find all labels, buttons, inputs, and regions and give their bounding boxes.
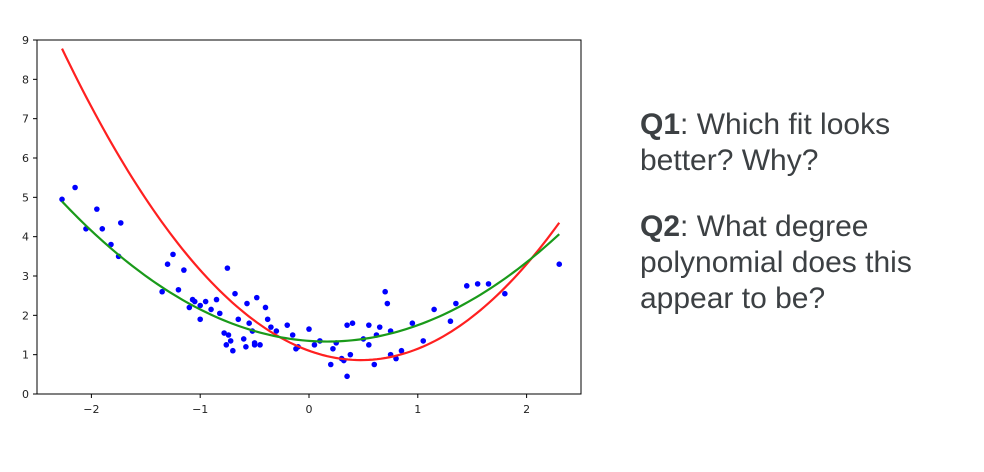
data-point [175, 286, 182, 293]
data-point [347, 351, 354, 358]
question-1-text: : Which fit looks better? Why? [640, 108, 891, 177]
data-point [447, 318, 454, 325]
y-tick-label: 7 [22, 113, 29, 126]
data-point [224, 265, 231, 271]
data-point [311, 342, 318, 348]
data-point [230, 347, 236, 354]
y-tick-label: 8 [22, 73, 29, 86]
x-tick-label: 1 [414, 403, 421, 416]
fit-curve-1 [61, 48, 561, 362]
data-point [556, 261, 563, 268]
y-tick-label: 1 [22, 349, 29, 362]
data-point [213, 296, 220, 303]
data-point [202, 298, 209, 305]
data-point [344, 322, 350, 328]
fit-curve-2 [61, 200, 560, 343]
question-2-id: Q2 [640, 210, 681, 243]
data-point [289, 332, 296, 338]
data-point [420, 338, 427, 344]
y-tick-label: 2 [22, 309, 29, 322]
data-point [251, 342, 258, 348]
questions-panel: Q1: Which fit looks better? Why? Q2: Wha… [640, 107, 980, 347]
data-point [257, 342, 263, 348]
question-2-text: : What degree polynomial does this appea… [640, 210, 912, 315]
data-point [186, 304, 193, 311]
data-point [284, 322, 291, 328]
data-point [181, 267, 187, 273]
data-point [485, 281, 492, 287]
scatter-plot-with-polynomial-fits: −2 −1 0 1 2 0 1 2 3 4 5 6 7 8 9 [22, 34, 582, 416]
data-point [366, 322, 372, 328]
data-point [208, 306, 214, 313]
question-2: Q2: What degree polynomial does this app… [640, 209, 980, 317]
data-point [502, 290, 508, 297]
data-point [99, 226, 106, 232]
data-point [327, 361, 334, 368]
y-tick-label: 4 [22, 231, 29, 244]
data-point [306, 326, 312, 332]
x-tick-label: −2 [83, 403, 99, 416]
data-point [240, 336, 247, 342]
data-point [264, 316, 271, 323]
data-point [344, 373, 350, 380]
data-point [197, 302, 203, 309]
data-point [409, 320, 416, 327]
data-point [164, 261, 171, 268]
data-point [453, 300, 459, 307]
question-1: Q1: Which fit looks better? Why? [640, 107, 980, 179]
data-point [117, 220, 124, 226]
data-point [223, 342, 230, 348]
data-point [382, 288, 388, 295]
x-tick-label: 0 [306, 403, 313, 416]
data-point [170, 251, 176, 258]
data-point [227, 338, 234, 344]
data-point [72, 184, 78, 191]
data-point [273, 328, 280, 334]
data-point [225, 332, 232, 338]
data-point [398, 347, 405, 354]
x-tick-label: 2 [523, 403, 530, 416]
question-1-id: Q1 [640, 108, 681, 141]
y-tick-label: 0 [22, 388, 29, 401]
data-point [330, 345, 336, 352]
data-point [371, 361, 378, 368]
data-point [262, 304, 269, 311]
data-point [474, 281, 481, 287]
data-point [349, 320, 356, 327]
y-tick-label: 9 [22, 34, 29, 47]
data-point [366, 342, 372, 348]
data-point [232, 290, 238, 297]
data-point [94, 206, 100, 212]
y-tick-label: 5 [22, 191, 29, 204]
x-tick-label: −1 [192, 403, 208, 416]
data-point [221, 330, 227, 336]
data-point [191, 298, 198, 305]
data-point [268, 324, 274, 330]
data-point [243, 344, 249, 350]
data-point [384, 300, 391, 307]
data-point [376, 324, 383, 330]
data-point [246, 320, 252, 327]
y-tick-label: 6 [22, 152, 29, 165]
data-point [253, 294, 260, 301]
data-point [431, 306, 437, 313]
data-point [235, 316, 242, 323]
data-point [216, 310, 223, 317]
data-point [463, 283, 470, 289]
y-tick-label: 3 [22, 270, 29, 283]
data-point [159, 288, 165, 295]
data-point [244, 300, 250, 307]
data-point [59, 196, 65, 203]
data-point [197, 316, 203, 323]
